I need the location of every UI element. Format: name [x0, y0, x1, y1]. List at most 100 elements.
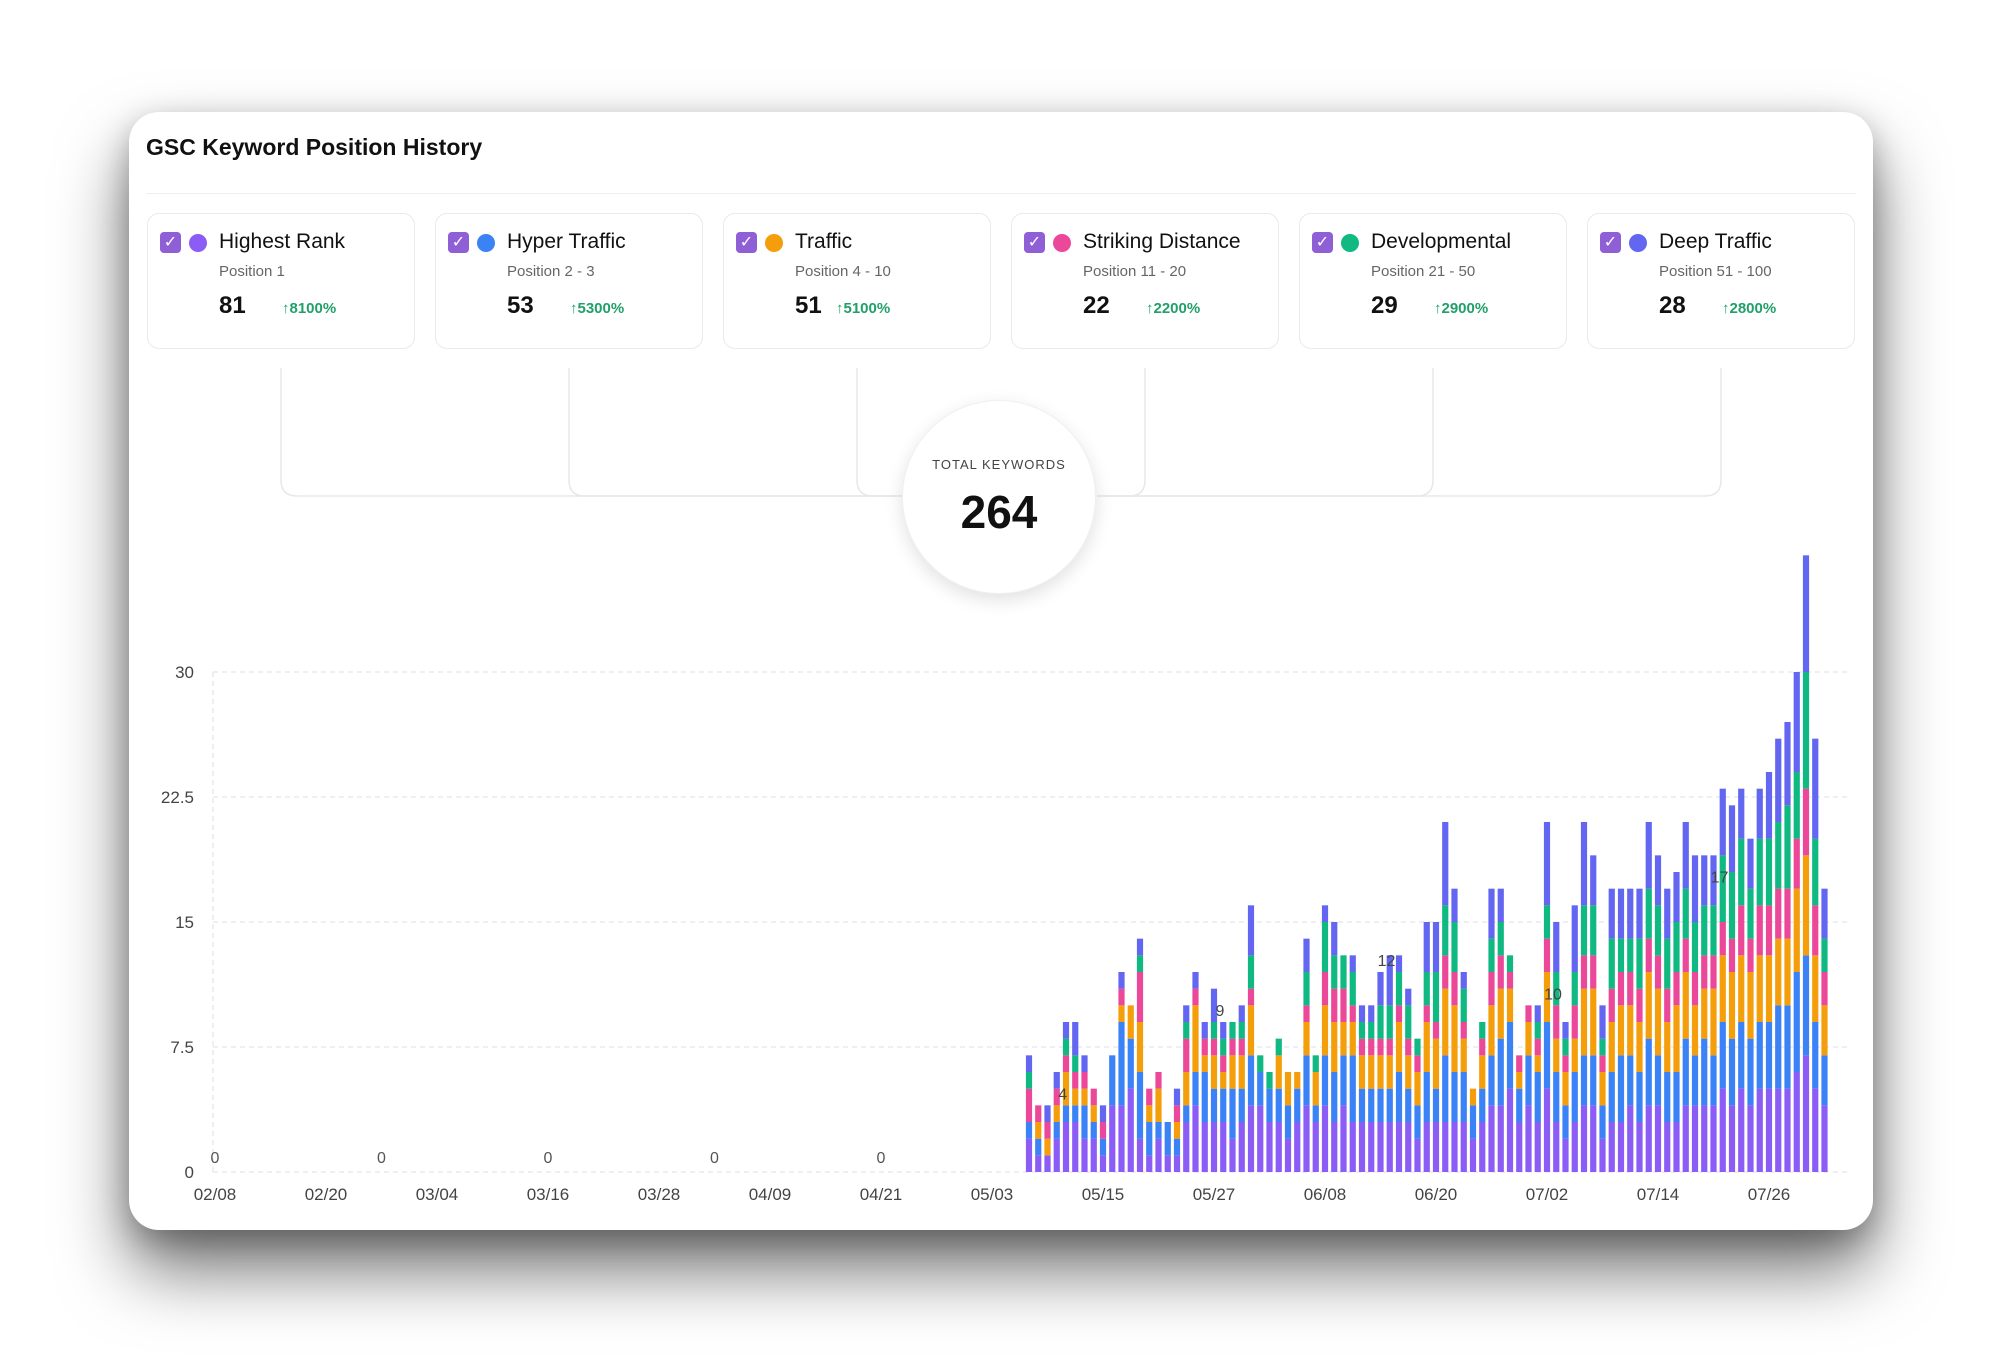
bar-segment — [1553, 972, 1560, 1006]
bar-segment — [1155, 1122, 1162, 1139]
bar-segment — [1673, 972, 1680, 1006]
bar-segment — [1349, 1055, 1356, 1122]
bar-segment — [1590, 855, 1597, 906]
bar-segment — [1358, 1122, 1366, 1172]
bar-segment — [1534, 1038, 1541, 1056]
bar-segment — [1173, 1155, 1181, 1172]
bar-segment — [1516, 1122, 1523, 1172]
tier-checkbox[interactable]: ✓ — [448, 232, 469, 253]
bar-segment — [1331, 988, 1338, 1022]
bar-segment — [1738, 788, 1745, 839]
bar-segment — [1664, 888, 1671, 939]
tier-card[interactable]: ✓ Traffic Position 4 - 10 51 ↑5100% — [723, 213, 991, 349]
bar-segment — [1173, 1122, 1181, 1139]
zero-value-label: 0 — [211, 1150, 220, 1167]
bar-segment — [1210, 1022, 1218, 1039]
bar-segment — [1812, 905, 1819, 956]
tier-card[interactable]: ✓ Developmental Position 21 - 50 29 ↑2900% — [1299, 213, 1567, 349]
bar-segment — [1775, 888, 1782, 939]
bar-segment — [1294, 1122, 1301, 1172]
tier-checkbox[interactable]: ✓ — [1600, 232, 1621, 253]
arrow-up-icon: ↑ — [1146, 300, 1154, 317]
bar-segment — [1025, 1138, 1033, 1172]
bar-segment — [1654, 1055, 1662, 1106]
bar-segment — [1062, 1105, 1070, 1122]
bar-segment — [1358, 1005, 1366, 1022]
tier-card[interactable]: ✓ Deep Traffic Position 51 - 100 28 ↑2800% — [1587, 213, 1855, 349]
bar-segment — [1099, 1138, 1107, 1156]
bar-segment — [1590, 1105, 1597, 1172]
bar-segment — [1469, 1088, 1477, 1106]
bar-segment — [1146, 1155, 1153, 1172]
y-tick-label: 22.5 — [161, 788, 194, 807]
bar-segment — [1183, 1072, 1190, 1106]
bar-segment — [1534, 1055, 1541, 1072]
bar-segment — [1821, 972, 1828, 1006]
bar-segment — [1719, 1088, 1726, 1172]
bar-segment — [1784, 805, 1791, 889]
bar-segment — [1044, 1138, 1051, 1156]
bar-segment — [1821, 888, 1828, 939]
bar-segment — [1627, 888, 1634, 939]
bar-segment — [1423, 1122, 1430, 1172]
bar-segment — [1765, 838, 1773, 906]
bar-segment — [1155, 1138, 1162, 1172]
bar-segment — [1460, 1022, 1467, 1039]
bar-segment — [1673, 872, 1680, 922]
bar-segment — [1497, 888, 1504, 922]
bar-segment — [1488, 1005, 1495, 1056]
bar-segment — [1479, 1038, 1486, 1056]
bar-segment — [1590, 955, 1597, 989]
bar-segment — [1488, 1055, 1495, 1106]
bar-segment — [1793, 972, 1800, 1072]
bar-segment — [1506, 988, 1514, 1022]
bar-segment — [1442, 1055, 1449, 1122]
bar-segment — [1210, 1055, 1218, 1089]
tier-checkbox[interactable]: ✓ — [1024, 232, 1045, 253]
bar-segment — [1201, 1072, 1208, 1122]
bar-segment — [1072, 1088, 1079, 1106]
connector-line — [568, 368, 895, 497]
tier-checkbox[interactable]: ✓ — [1312, 232, 1333, 253]
bar-segment — [1728, 938, 1736, 972]
bar-segment — [1488, 1105, 1495, 1172]
bar-segment — [1303, 1105, 1310, 1172]
bar-segment — [1645, 888, 1652, 939]
bar-segment — [1645, 1038, 1652, 1106]
tier-card[interactable]: ✓ Highest Rank Position 1 81 ↑8100% — [147, 213, 415, 349]
bar-segment — [1275, 1055, 1282, 1089]
bar-segment — [1062, 1072, 1070, 1106]
bar-segment — [1201, 1038, 1208, 1056]
tier-checkbox[interactable]: ✓ — [160, 232, 181, 253]
tier-card[interactable]: ✓ Hyper Traffic Position 2 - 3 53 ↑5300% — [435, 213, 703, 349]
x-tick-label: 06/08 — [1304, 1185, 1347, 1204]
bar-segment — [1312, 1105, 1319, 1122]
bar-segment — [1192, 972, 1199, 989]
y-tick-label: 15 — [175, 913, 194, 932]
zero-value-label: 0 — [377, 1150, 386, 1167]
connector-line — [1105, 368, 1722, 497]
bar-segment — [1793, 888, 1800, 972]
bar-segment — [1821, 1005, 1828, 1056]
bar-segment — [1525, 1005, 1532, 1022]
bar-segment — [1331, 922, 1338, 956]
bar-segment — [1201, 1022, 1208, 1039]
bar-segment — [1099, 1155, 1107, 1172]
x-tick-label: 07/14 — [1637, 1185, 1680, 1204]
bar-segment — [1414, 1072, 1421, 1106]
bar-segment — [1617, 972, 1625, 1006]
tier-change-value: 2200% — [1153, 300, 1201, 317]
bar-segment — [1543, 938, 1551, 972]
bar-segment — [1599, 1005, 1606, 1039]
tier-card[interactable]: ✓ Striking Distance Position 11 - 20 22 ↑220… — [1011, 213, 1279, 349]
bar-segment — [1580, 1055, 1588, 1106]
bar-segment — [1081, 1138, 1088, 1172]
bar-segment — [1747, 1105, 1754, 1172]
bar-segment — [1451, 1122, 1458, 1172]
bar-segment — [1414, 1038, 1421, 1056]
tier-checkbox[interactable]: ✓ — [736, 232, 757, 253]
bar-segment — [1247, 988, 1255, 1006]
bar-segment — [1377, 1122, 1384, 1172]
tier-change: ↑5300% — [570, 300, 624, 317]
bar-segment — [1220, 1038, 1227, 1056]
